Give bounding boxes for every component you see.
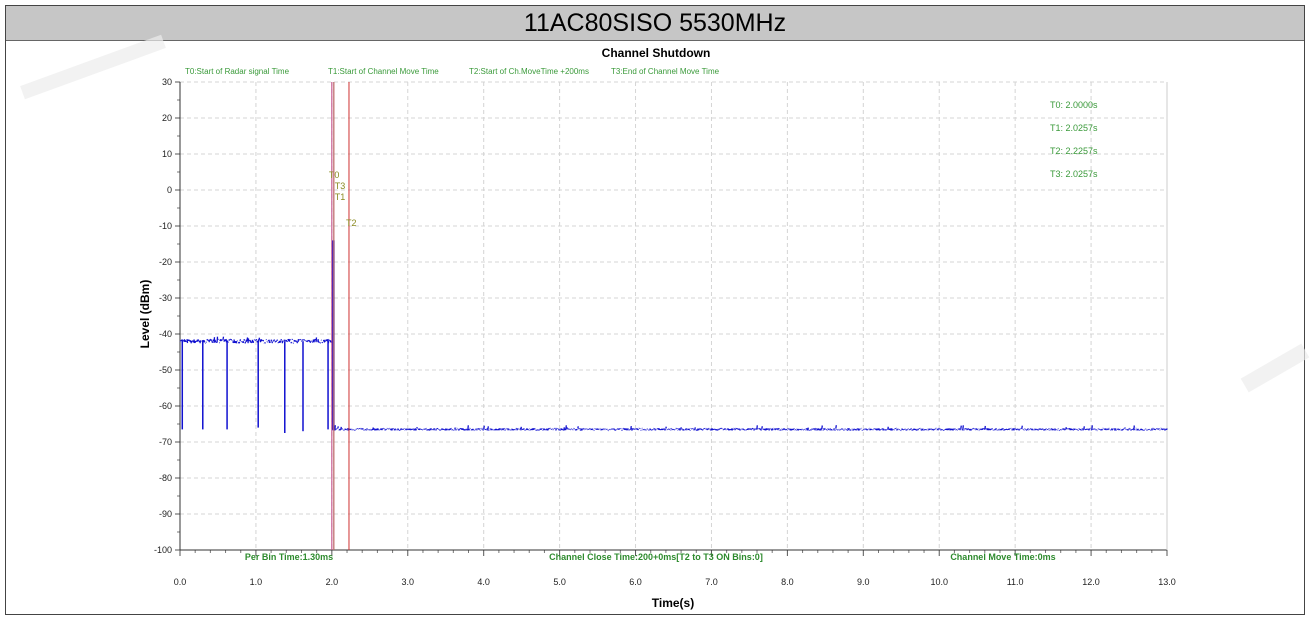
legend-item: T3:End of Channel Move Time bbox=[611, 67, 720, 76]
y-tick-label: -10 bbox=[159, 221, 172, 231]
series-segment bbox=[331, 425, 1168, 432]
x-tick-label: 8.0 bbox=[781, 577, 794, 587]
bottom-note: Per Bin Time:1.30ms bbox=[245, 552, 333, 562]
series-trace bbox=[179, 240, 1168, 433]
chart-title: Channel Shutdown bbox=[602, 46, 711, 60]
y-tick-label: -30 bbox=[159, 293, 172, 303]
x-tick-label: 13.0 bbox=[1158, 577, 1176, 587]
legend-item: T0:Start of Radar signal Time bbox=[185, 67, 290, 76]
y-tick-label: 20 bbox=[162, 113, 172, 123]
legend-top: T0:Start of Radar signal Time T1:Start of… bbox=[185, 67, 720, 76]
y-tick-label: -90 bbox=[159, 509, 172, 519]
x-tick-label: 1.0 bbox=[250, 577, 263, 587]
y-tick-label: -40 bbox=[159, 329, 172, 339]
x-tick-label: 7.0 bbox=[705, 577, 718, 587]
y-tick-label: -50 bbox=[159, 365, 172, 375]
x-tick-label: 11.0 bbox=[1007, 577, 1024, 587]
x-tick-label: 6.0 bbox=[629, 577, 642, 587]
marker-value: T3: 2.0257s bbox=[1050, 169, 1098, 179]
x-tick-label: 10.0 bbox=[930, 577, 948, 587]
legend-item: T2:Start of Ch.MoveTime +200ms bbox=[469, 67, 589, 76]
marker-label-t2: T2 bbox=[346, 218, 357, 228]
marker-value: T1: 2.0257s bbox=[1050, 123, 1098, 133]
marker-value: T2: 2.2257s bbox=[1050, 146, 1098, 156]
title-bar: 11AC80SISO 5530MHz bbox=[6, 6, 1304, 41]
legend-item: T1:Start of Channel Move Time bbox=[328, 67, 439, 76]
axes: 30 20 10 0 -10 -20 -30 -40 -50 -60 -70 -80 -90 -100 0.… bbox=[154, 77, 1176, 587]
x-tick-label: 4.0 bbox=[477, 577, 490, 587]
y-tick-label: -70 bbox=[159, 437, 172, 447]
y-tick-label: 0 bbox=[167, 185, 172, 195]
y-axis-label: Level (dBm) bbox=[138, 280, 152, 349]
marker-value: T0: 2.0000s bbox=[1050, 100, 1098, 110]
grid-lines bbox=[179, 81, 1168, 551]
y-tick-label: 30 bbox=[162, 77, 172, 87]
y-tick-label: -100 bbox=[154, 545, 172, 555]
chart-frame: 11AC80SISO 5530MHz bbox=[5, 5, 1305, 615]
x-tick-label: 2.0 bbox=[326, 577, 339, 587]
y-tick-label: -80 bbox=[159, 473, 172, 483]
marker-lines: T0T1T2T3 bbox=[329, 82, 357, 550]
x-tick-label: 5.0 bbox=[553, 577, 566, 587]
y-tick-label: -20 bbox=[159, 257, 172, 267]
x-tick-label: 3.0 bbox=[402, 577, 415, 587]
series-segment bbox=[179, 336, 333, 344]
marker-values: T0: 2.0000s T1: 2.0257s T2: 2.2257s T3: 2.0… bbox=[1050, 100, 1098, 179]
marker-label-t1: T1 bbox=[335, 192, 346, 202]
x-tick-label: 12.0 bbox=[1082, 577, 1100, 587]
x-tick-label: 0.0 bbox=[174, 577, 187, 587]
y-tick-label: -60 bbox=[159, 401, 172, 411]
bottom-note: Channel Move Time:0ms bbox=[950, 552, 1055, 562]
x-tick-label: 9.0 bbox=[857, 577, 870, 587]
y-tick-label: 10 bbox=[162, 149, 172, 159]
page-title: 11AC80SISO 5530MHz bbox=[523, 8, 787, 37]
x-axis-label: Time(s) bbox=[652, 596, 694, 610]
bottom-note: Channel Close Time:200+0ms[T2 to T3 ON B… bbox=[549, 552, 763, 562]
bottom-notes: Per Bin Time:1.30ms Channel Close Time:20… bbox=[245, 552, 1056, 562]
marker-label-t3: T3 bbox=[335, 181, 346, 191]
